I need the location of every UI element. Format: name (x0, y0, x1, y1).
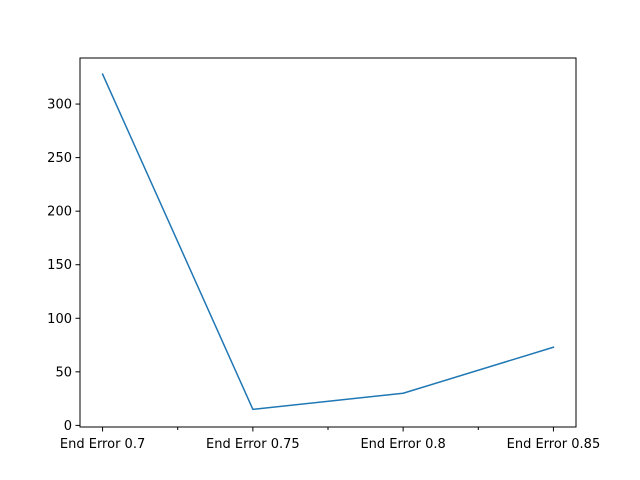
x-axis: End Error 0.7 End Error 0.75 End Error 0.8… (60, 427, 600, 452)
axes-frame (79, 57, 577, 428)
y-tick-label: 150 (47, 258, 72, 273)
y-tick-label: 300 (47, 98, 72, 113)
y-tick-label: 200 (47, 205, 72, 220)
y-axis: 0 50 100 150 200 250 300 (47, 98, 80, 434)
y-tick-label: 0 (64, 419, 72, 434)
series-line (101, 73, 555, 411)
x-tick-label: End Error 0.85 (507, 437, 601, 452)
x-tick-label: End Error 0.7 (60, 437, 145, 452)
x-tick-label: End Error 0.8 (360, 437, 445, 452)
x-tick-label: End Error 0.75 (206, 437, 300, 452)
y-tick-label: 250 (47, 151, 72, 166)
y-tick-label: 50 (55, 365, 72, 380)
y-tick-label: 100 (47, 312, 72, 327)
plot-area (101, 73, 555, 411)
